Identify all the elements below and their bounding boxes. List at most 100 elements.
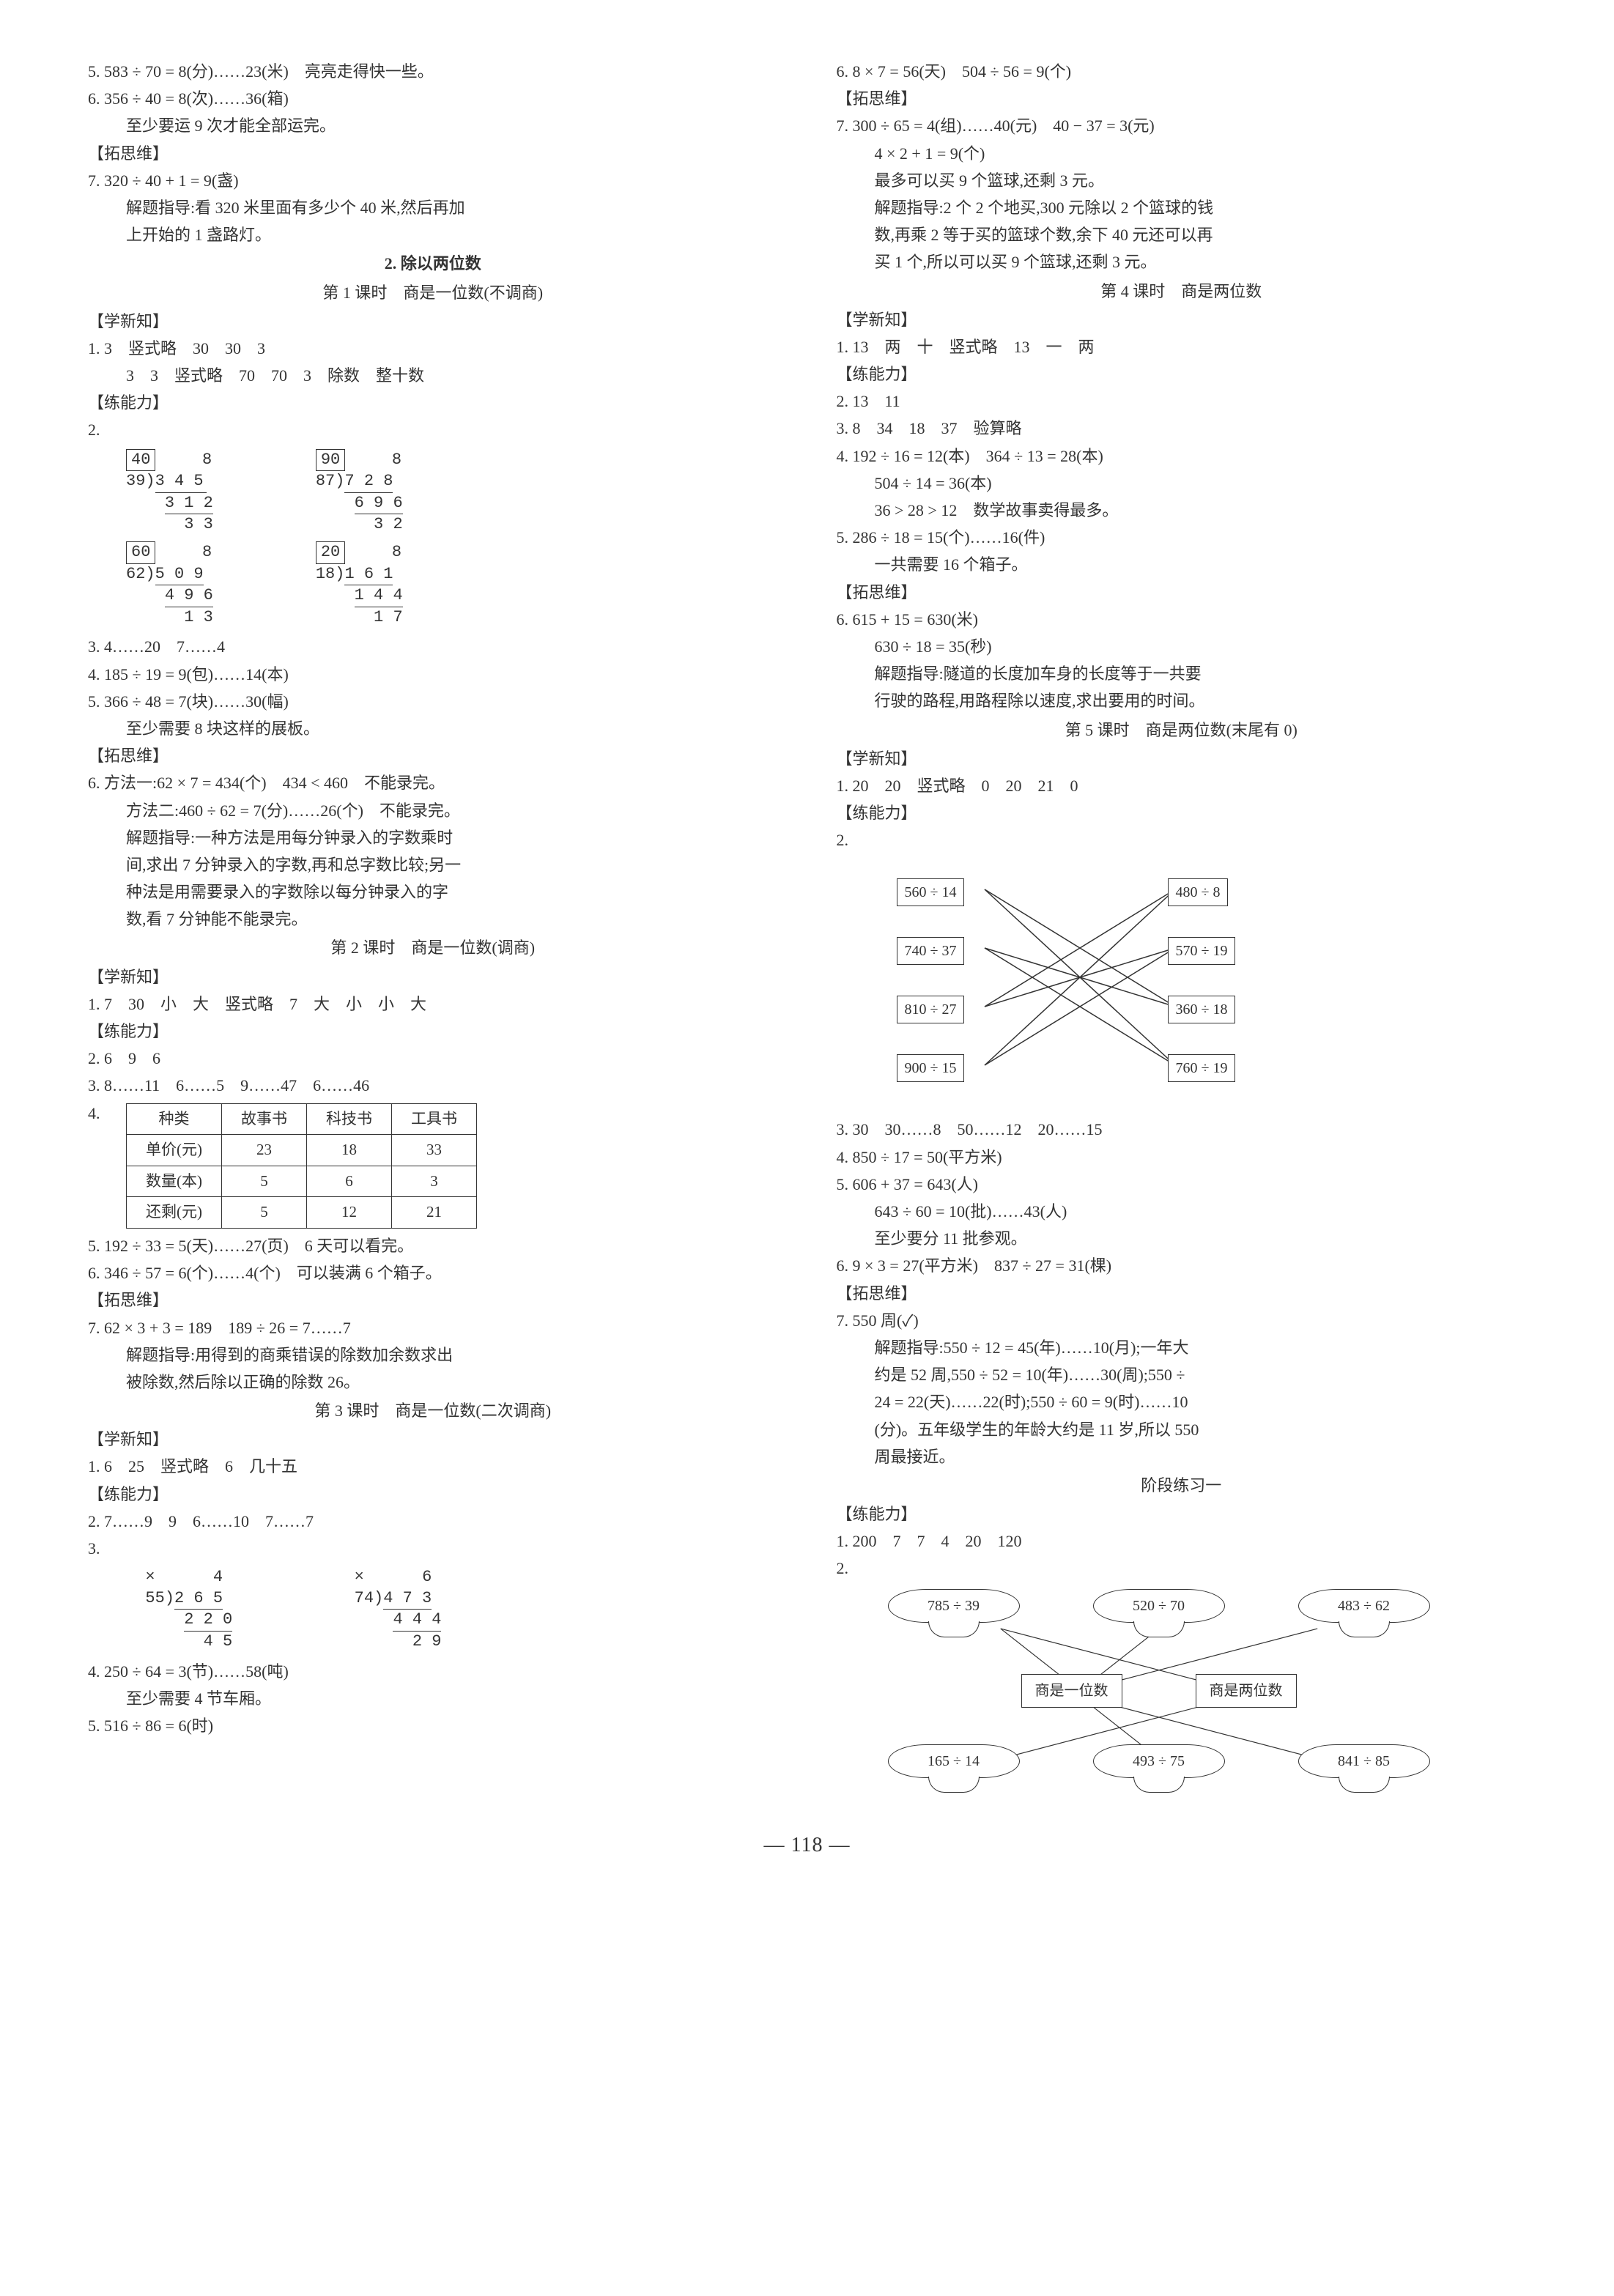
title-2: 2. 除以两位数 <box>88 251 778 276</box>
quotient-1: 商是一位数 <box>1021 1674 1122 1708</box>
rn6c: 解题指导:隧道的长度加车身的长度等于一共要 <box>837 661 1527 686</box>
tag-learn-3: 【学新知】 <box>88 1426 778 1452</box>
r6: 6. 8 × 7 = 56(天) 504 ÷ 56 = 9(个) <box>837 59 1527 84</box>
rtag2: 【学新知】 <box>837 307 1527 333</box>
rn6a: 6. 615 + 15 = 630(米) <box>837 607 1527 632</box>
star-r0: 480 ÷ 8 <box>1168 878 1229 906</box>
learn-2b: 3 3 竖式略 70 70 3 除数 整十数 <box>88 363 778 388</box>
rn6d: 行驶的路程,用路程除以速度,求出要用的时间。 <box>837 688 1527 714</box>
rtag7: 【拓思维】 <box>837 1281 1527 1306</box>
s7b: 解题指导:550 ÷ 12 = 45(年)……10(月);一年大 <box>837 1335 1527 1360</box>
rn5b: 一共需要 16 个箱子。 <box>837 552 1527 577</box>
longdiv-f: × 6 74)4 7 3 4 4 4 2 9 <box>335 1567 441 1652</box>
rn3: 3. 8 34 18 37 验算略 <box>837 415 1527 441</box>
ufo-bot-row: 165 ÷ 14 493 ÷ 75 841 ÷ 85 <box>851 1744 1467 1793</box>
s7a: 7. 550 周(✓) <box>837 1308 1527 1333</box>
n6: 6. 346 ÷ 57 = 6(个)……4(个) 可以装满 6 个箱子。 <box>88 1260 778 1286</box>
r7f: 买 1 个,所以可以买 9 个篮球,还剩 3 元。 <box>837 249 1527 275</box>
rn4b: 504 ÷ 14 = 36(本) <box>837 470 1527 496</box>
longdiv-row-1: 40 8 39)3 4 5 3 1 2 3 3 90 8 87)7 2 8 6 … <box>126 449 778 536</box>
star-l3: 900 ÷ 15 <box>897 1054 965 1082</box>
rx5: 1. 20 20 竖式略 0 20 21 0 <box>837 773 1527 799</box>
item-7a: 7. 320 ÷ 40 + 1 = 9(盏) <box>88 168 778 193</box>
r7e: 数,再乘 2 等于买的篮球个数,余下 40 元还可以再 <box>837 222 1527 248</box>
book-table: 种类故事书科技书工具书 单价(元)231833 数量(本)563 还剩(元)51… <box>126 1103 477 1229</box>
s7f: 周最接近。 <box>837 1444 1527 1470</box>
ufo-diagram: 785 ÷ 39 520 ÷ 70 483 ÷ 62 商是一位数 商是两位数 1… <box>851 1589 1467 1793</box>
l6x: 6. 方法一:62 × 7 = 434(个) 434 < 460 不能录完。 <box>88 770 778 796</box>
subP: 阶段练习一 <box>837 1473 1527 1498</box>
star-r1: 570 ÷ 19 <box>1168 937 1236 965</box>
rtag8: 【练能力】 <box>837 1501 1527 1527</box>
l5b: 5. 366 ÷ 48 = 7(块)……30(幅) <box>88 689 778 714</box>
tag-expand-1: 【拓思维】 <box>88 141 778 166</box>
star-diagram: 560 ÷ 14 740 ÷ 37 810 ÷ 27 900 ÷ 15 480 … <box>875 860 1285 1109</box>
item-5: 5. 583 ÷ 70 = 8(分)……23(米) 亮亮走得快一些。 <box>88 59 778 84</box>
rtag4: 【拓思维】 <box>837 579 1527 605</box>
subtitle-2c: 第 3 课时 商是一位数(二次调商) <box>88 1398 778 1423</box>
n2: 2. 6 9 6 <box>88 1045 778 1071</box>
p2: 2. 7……9 9 6……10 7……7 <box>88 1508 778 1534</box>
l6y: 方法二:460 ÷ 62 = 7(分)……26(个) 不能录完。 <box>88 798 778 823</box>
l3: 3. 4……20 7……4 <box>88 634 778 659</box>
s5a: 5. 606 + 37 = 643(人) <box>837 1171 1527 1197</box>
s5c: 至少要分 11 批参观。 <box>837 1226 1527 1251</box>
sub5: 第 5 课时 商是两位数(末尾有 0) <box>837 717 1527 743</box>
r7c: 最多可以买 9 个篮球,还剩 3 元。 <box>837 168 1527 193</box>
learn-2a: 1. 3 竖式略 30 30 3 <box>88 336 778 361</box>
star-l1: 740 ÷ 37 <box>897 937 965 965</box>
rtag1: 【拓思维】 <box>837 86 1527 111</box>
star-r2: 360 ÷ 18 <box>1168 996 1236 1023</box>
rtag6: 【练能力】 <box>837 800 1527 826</box>
item-3-label: 3. <box>88 1536 778 1561</box>
s7e: (分)。五年级学生的年龄大约是 11 岁,所以 550 <box>837 1417 1527 1443</box>
longdiv-row-2: 60 8 62)5 0 9 4 9 6 1 3 20 8 18)1 6 1 1 … <box>126 541 778 628</box>
longdiv-c: 60 8 62)5 0 9 4 9 6 1 3 <box>126 541 213 628</box>
rtag3: 【练能力】 <box>837 361 1527 387</box>
item-7b: 解题指导:看 320 米里面有多少个 40 米,然后再加 <box>88 195 778 221</box>
tag-learn-2: 【学新知】 <box>88 964 778 990</box>
ufo-top-row: 785 ÷ 39 520 ÷ 70 483 ÷ 62 <box>851 1589 1467 1637</box>
x8: 1. 6 25 竖式略 6 几十五 <box>88 1453 778 1479</box>
l6z2: 间,求出 7 分钟录入的字数,再和总字数比较;另一 <box>88 852 778 878</box>
page-columns: 5. 583 ÷ 70 = 8(分)……23(米) 亮亮走得快一些。 6. 35… <box>88 59 1526 1800</box>
rn4c: 36 > 28 > 12 数学故事卖得最多。 <box>837 497 1527 523</box>
n7a: 7. 62 × 3 + 3 = 189 189 ÷ 26 = 7……7 <box>88 1315 778 1341</box>
l6z4: 数,看 7 分钟能不能录完。 <box>88 906 778 932</box>
n7b: 解题指导:用得到的商乘错误的除数加余数求出 <box>88 1342 778 1368</box>
l6z1: 解题指导:一种方法是用每分钟录入的字数乘时 <box>88 825 778 851</box>
l6z3: 种法是用需要录入的字数除以每分钟录入的字 <box>88 879 778 905</box>
star-l2: 810 ÷ 27 <box>897 996 965 1023</box>
longdiv-d: 20 8 18)1 6 1 1 4 4 1 7 <box>316 541 403 628</box>
sub4: 第 4 课时 商是两位数 <box>837 278 1527 304</box>
subtitle-2b: 第 2 课时 商是一位数(调商) <box>88 935 778 960</box>
item-7c: 上开始的 1 盏路灯。 <box>88 222 778 248</box>
rtag5: 【学新知】 <box>837 746 1527 771</box>
table-label: 4. 种类故事书科技书工具书 单价(元)231833 数量(本)563 还剩(元… <box>88 1100 778 1232</box>
l5c: 至少需要 8 块这样的展板。 <box>88 716 778 741</box>
rp1: 1. 200 7 7 4 20 120 <box>837 1528 1527 1554</box>
longdiv-e: × 4 55)2 6 5 2 2 0 4 5 <box>126 1567 232 1652</box>
tag-learn-1: 【学新知】 <box>88 308 778 334</box>
subtitle-2a: 第 1 课时 商是一位数(不调商) <box>88 280 778 305</box>
longdiv-row-3: × 4 55)2 6 5 2 2 0 4 5 × 6 74)4 7 3 4 4 … <box>126 1567 778 1652</box>
star-r3: 760 ÷ 19 <box>1168 1054 1236 1082</box>
rn6b: 630 ÷ 18 = 35(秒) <box>837 634 1527 659</box>
tag-expand-2: 【拓思维】 <box>88 743 778 769</box>
s7c: 约是 52 周,550 ÷ 52 = 10(年)……30(周);550 ÷ <box>837 1362 1527 1388</box>
p4a: 4. 250 ÷ 64 = 3(节)……58(吨) <box>88 1659 778 1684</box>
rn4a: 4. 192 ÷ 16 = 12(本) 364 ÷ 13 = 28(本) <box>837 443 1527 469</box>
rn2: 2. 13 11 <box>837 388 1527 414</box>
s6: 6. 9 × 3 = 27(平方米) 837 ÷ 27 = 31(棵) <box>837 1253 1527 1278</box>
page-number: — 118 — <box>88 1829 1526 1862</box>
s5b: 643 ÷ 60 = 10(批)……43(人) <box>837 1199 1527 1224</box>
rx2: 1. 13 两 十 竖式略 13 一 两 <box>837 334 1527 360</box>
tag-practice-3: 【练能力】 <box>88 1481 778 1507</box>
s4: 4. 850 ÷ 17 = 50(平方米) <box>837 1144 1527 1170</box>
item-2-label: 2. <box>88 417 778 442</box>
r7d: 解题指导:2 个 2 个地买,300 元除以 2 个篮球的钱 <box>837 195 1527 221</box>
s3: 3. 30 30……8 50……12 20……15 <box>837 1116 1527 1142</box>
longdiv-a: 40 8 39)3 4 5 3 1 2 3 3 <box>126 449 213 536</box>
item-6b: 至少要运 9 次才能全部运完。 <box>88 113 778 138</box>
s7d: 24 = 22(天)……22(时);550 ÷ 60 = 9(时)……10 <box>837 1389 1527 1415</box>
